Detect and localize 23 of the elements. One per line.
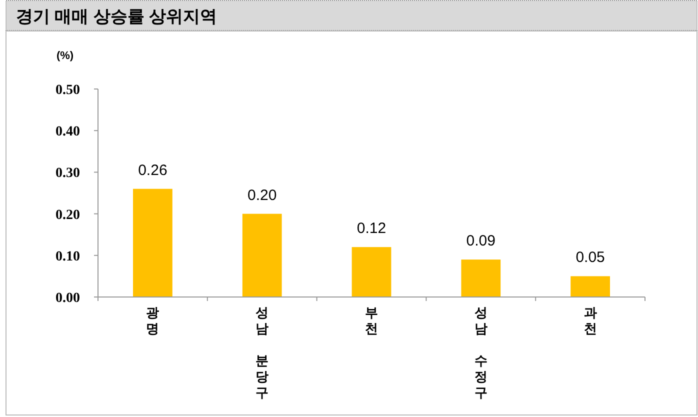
y-tick-label: 0.20	[56, 208, 80, 223]
data-label: 0.05	[576, 249, 605, 266]
data-label: 0.12	[356, 220, 386, 238]
x-tick-label: 부천	[365, 305, 378, 336]
bar	[133, 188, 172, 297]
data-label: 0.26	[138, 162, 168, 179]
chart-title: 경기 매매 상승률 상위지역	[16, 7, 218, 26]
y-tick-label: 0.30	[56, 166, 80, 182]
bar	[461, 260, 501, 297]
category-label: 성남 수정구	[474, 305, 488, 400]
x-tick-label: 과천	[584, 305, 597, 336]
y-axis-title: (%)	[56, 50, 74, 62]
bar	[352, 247, 392, 297]
y-tick-label: 0.10	[56, 249, 80, 264]
bar	[242, 214, 282, 297]
category-label: 성남 분당구	[256, 305, 269, 400]
x-tick-label: 광명	[146, 305, 160, 336]
bar	[570, 276, 610, 297]
data-label: 0.20	[248, 186, 277, 204]
y-tick-label: 0.40	[56, 124, 80, 140]
data-label: 0.09	[466, 232, 496, 250]
y-tick-label: 0.50	[56, 83, 80, 98]
y-tick-label: 0.00	[56, 291, 80, 306]
